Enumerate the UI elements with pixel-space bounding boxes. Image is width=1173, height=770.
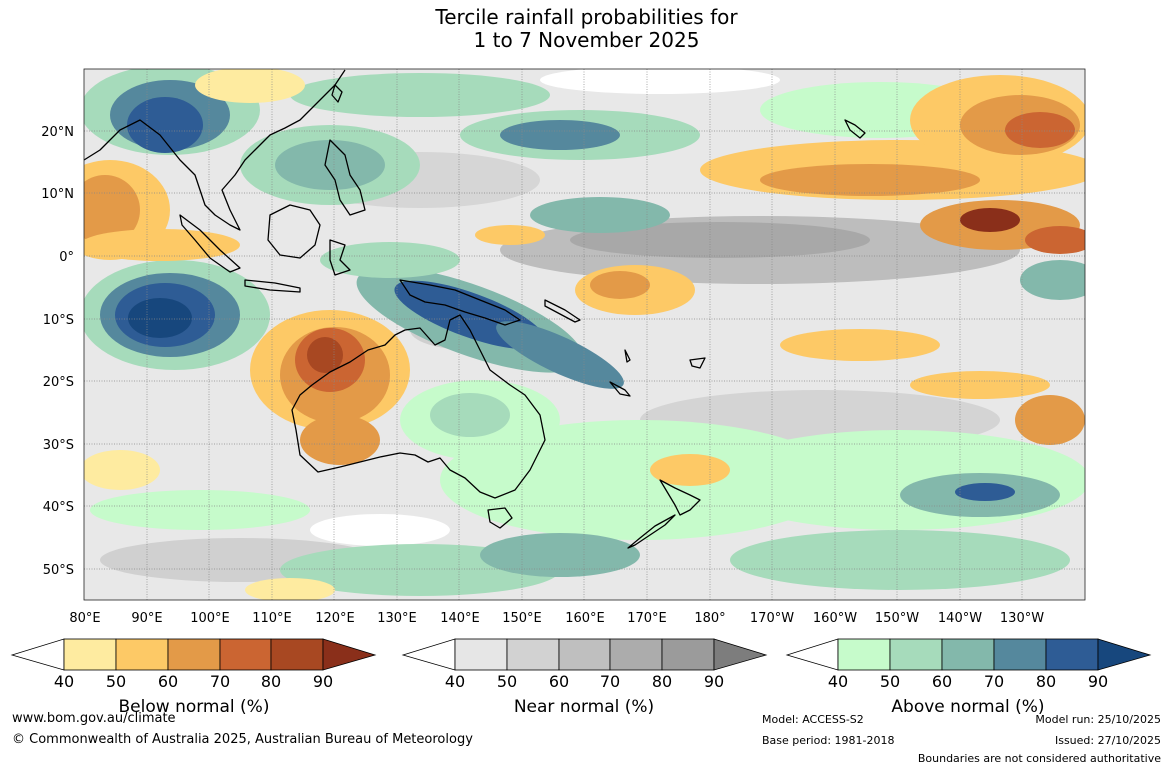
java-coastline	[244, 279, 301, 293]
legend-swatch	[993, 638, 1047, 671]
solomon-islands-coastline	[544, 299, 581, 323]
legend-title: Below normal (%)	[119, 697, 270, 717]
lat-label: 30°S	[43, 438, 74, 453]
lon-label: 150°E	[502, 611, 542, 626]
boundary-disclaimer: Boundaries are not considered authoritat…	[917, 752, 1161, 765]
legend-swatch	[167, 638, 221, 671]
legend-swatch	[322, 638, 377, 671]
legend-swatch	[10, 638, 65, 671]
legend-swatch	[558, 638, 611, 671]
legend-tick: 50	[106, 672, 126, 691]
vanuatu-coastline	[624, 349, 631, 363]
lon-label: 120°E	[315, 611, 355, 626]
legend-tick: 50	[880, 672, 900, 691]
southeast-asia-coastline	[83, 69, 346, 231]
legend-tick: 40	[54, 672, 74, 691]
legend-swatch	[837, 638, 891, 671]
lat-label: 50°S	[43, 563, 74, 578]
legend-tick: 80	[1036, 672, 1056, 691]
lon-label: 100°E	[190, 611, 230, 626]
model-run-date: Model run: 25/10/2025	[1035, 713, 1161, 726]
legend-swatch	[1045, 638, 1099, 671]
legend-tick: 80	[261, 672, 281, 691]
legend-swatch	[115, 638, 169, 671]
map-title-line-2: 1 to 7 November 2025	[473, 28, 700, 52]
lat-label: 20°S	[43, 375, 74, 390]
website-link[interactable]: www.bom.gov.au/climate	[12, 711, 176, 726]
lon-label: 180°	[694, 611, 725, 626]
lon-label: 90°E	[131, 611, 162, 626]
probability-field	[84, 69, 1085, 600]
lon-label: 140°W	[938, 611, 982, 626]
legend-tick: 40	[445, 672, 465, 691]
legend-tick: 90	[313, 672, 333, 691]
lon-label: 140°E	[440, 611, 480, 626]
legend-below-normal: 40 50 60 70 80 90 Below normal (%)	[10, 638, 377, 717]
lat-label: 0°	[59, 250, 74, 265]
map-title-line-1: Tercile rainfall probabilities for	[435, 5, 738, 29]
lat-label: 40°S	[43, 500, 74, 515]
legend-swatch	[713, 638, 768, 671]
legend-tick: 40	[828, 672, 848, 691]
new-guinea-coastline	[399, 279, 521, 326]
legend-swatch	[1097, 638, 1152, 671]
lon-label: 150°W	[875, 611, 919, 626]
lon-label: 160°E	[565, 611, 605, 626]
hawaii-coastline	[844, 119, 866, 139]
legend-tick: 60	[932, 672, 952, 691]
legend-tick: 50	[497, 672, 517, 691]
legend-tick: 80	[652, 672, 672, 691]
lon-label: 170°E	[627, 611, 667, 626]
lon-label: 80°E	[69, 611, 100, 626]
tasmania-coastline	[487, 507, 513, 529]
legend-above-normal: 40 50 60 70 80 90 Above normal (%)	[785, 638, 1152, 717]
copyright-notice: © Commonwealth of Australia 2025, Austra…	[12, 732, 473, 747]
legend-tick: 70	[600, 672, 620, 691]
new-caledonia-coastline	[609, 381, 631, 397]
legend-tick: 60	[549, 672, 569, 691]
legend-tick: 90	[1088, 672, 1108, 691]
lon-label: 130°E	[377, 611, 417, 626]
philippines-coastline	[324, 139, 366, 216]
legend-swatch	[401, 638, 456, 671]
legend-swatch	[219, 638, 272, 671]
sumatra-coastline	[179, 214, 241, 273]
model-name: Model: ACCESS-S2	[762, 713, 864, 726]
taiwan-coastline	[331, 84, 343, 103]
lat-label: 10°N	[41, 187, 74, 202]
map-frame	[83, 68, 1086, 601]
lat-label: 10°S	[43, 313, 74, 328]
lon-label: 170°W	[750, 611, 794, 626]
fiji-coastline	[689, 357, 706, 369]
borneo-coastline	[267, 204, 321, 259]
australia-coastline	[291, 314, 546, 499]
legend-near-normal: 40 50 60 70 80 90 Near normal (%)	[401, 638, 768, 717]
graticule	[84, 69, 1085, 600]
legend-title: Above normal (%)	[891, 697, 1044, 717]
legend-tick: 70	[984, 672, 1004, 691]
legend-swatch	[661, 638, 715, 671]
legend-swatch	[454, 638, 508, 671]
legend-swatch	[609, 638, 663, 671]
lon-label: 130°W	[1000, 611, 1044, 626]
new-zealand-coastline	[627, 479, 701, 549]
coastlines	[83, 69, 866, 549]
issued-date: Issued: 27/10/2025	[1054, 734, 1161, 747]
legend-swatch	[785, 638, 839, 671]
legend-swatch	[941, 638, 995, 671]
lat-label: 20°N	[41, 125, 74, 140]
legend-tick: 70	[210, 672, 230, 691]
sulawesi-coastline	[329, 239, 351, 276]
lon-label: 110°E	[252, 611, 292, 626]
lon-label: 160°W	[813, 611, 857, 626]
legend-swatch	[270, 638, 324, 671]
legend-swatch	[889, 638, 943, 671]
legend-tick: 90	[704, 672, 724, 691]
legend-title: Near normal (%)	[514, 697, 654, 717]
base-period: Base period: 1981-2018	[762, 734, 895, 747]
legend-tick: 60	[158, 672, 178, 691]
legend-swatch	[506, 638, 560, 671]
legend-swatch	[63, 638, 117, 671]
